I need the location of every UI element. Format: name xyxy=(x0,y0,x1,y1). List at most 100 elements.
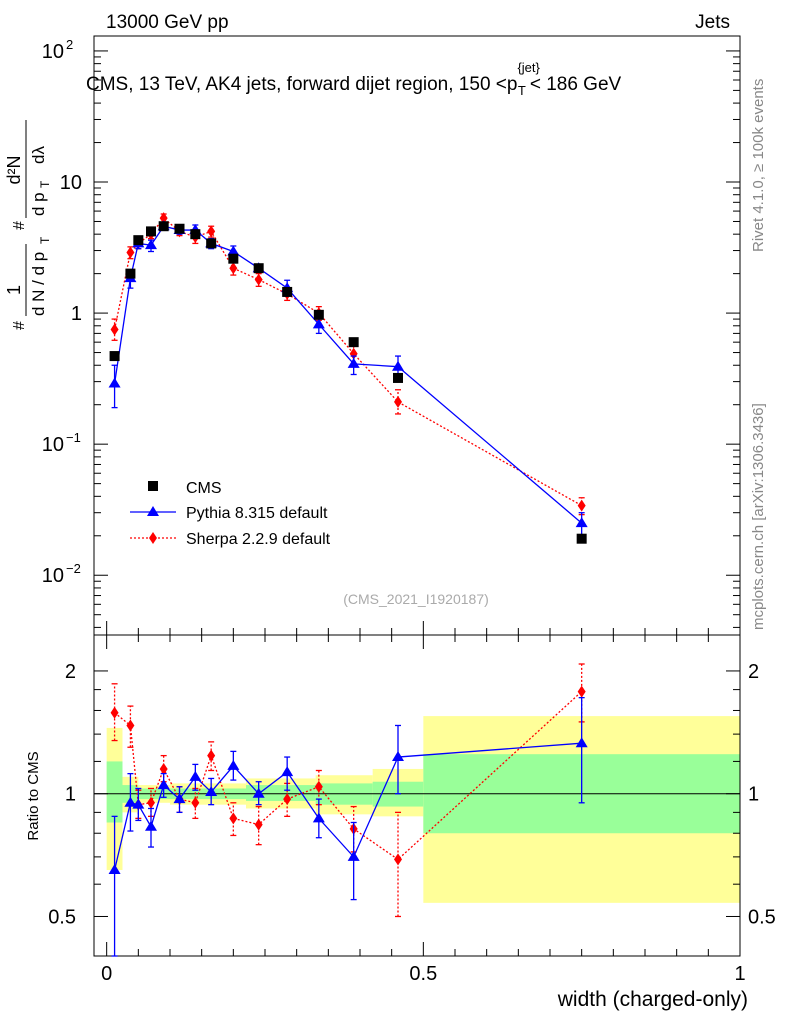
x-tick-label: 1 xyxy=(734,963,745,985)
cms-point xyxy=(174,223,185,234)
legend-item-cms: CMS xyxy=(148,480,222,497)
rivet-version-label: Rivet 4.1.0, ≥ 100k events xyxy=(750,79,767,252)
chart-title-lead: CMS, 13 TeV, AK4 jets, forward dijet reg… xyxy=(86,74,517,95)
legend-pythia-marker xyxy=(147,506,159,516)
cms-point xyxy=(228,253,239,264)
main-y-tick-label: 10 xyxy=(42,41,64,63)
pythia-point xyxy=(227,245,240,256)
ratio-sherpa-point xyxy=(110,706,119,719)
ratio-band-green xyxy=(106,761,123,823)
main-y-tick-label: 10 xyxy=(42,565,64,587)
legend-item-pythia: Pythia 8.315 default xyxy=(130,505,328,522)
ratio-frame xyxy=(93,634,741,957)
chart-title-tail: < 186 GeV xyxy=(530,74,622,95)
legend-item-sherpa: Sherpa 2.2.9 default xyxy=(130,531,331,548)
ratio-y-tick-label-left: 2 xyxy=(65,661,76,683)
sherpa-point xyxy=(159,212,168,225)
ratio-pythia-point xyxy=(124,796,137,807)
cms-point xyxy=(348,337,359,348)
pythia-point xyxy=(145,239,157,250)
main-x-axis-ticks xyxy=(106,621,741,635)
ratio-y-axis: 0.5 0.5 1 1 2 2 xyxy=(48,661,776,929)
ratio-pythia-point xyxy=(157,779,170,790)
sherpa-point xyxy=(207,225,216,238)
legend-cms-label: CMS xyxy=(186,480,222,497)
ratio-pythia-point xyxy=(252,787,265,798)
chart-title-sup: {jet} xyxy=(517,60,540,75)
sherpa-point xyxy=(229,262,238,275)
main-y-tick-label: 10 xyxy=(42,434,64,456)
analysis-watermark: (CMS_2021_I1920187) xyxy=(343,591,489,607)
ylabel-frac2-den: d p xyxy=(29,192,48,216)
ratio-y-tick-label-left: 1 xyxy=(65,784,76,806)
ratio-y-tick-label-right: 2 xyxy=(748,661,759,683)
ratio-pythia-point xyxy=(347,850,360,861)
ratio-pythia-point xyxy=(392,751,404,762)
pythia-point xyxy=(108,377,121,388)
sherpa-point xyxy=(254,273,263,286)
ratio-sherpa-point xyxy=(314,780,323,793)
ylabel-frac1-den: d N / d p xyxy=(29,252,48,316)
cms-point xyxy=(125,268,136,279)
x-tick-label: 0.5 xyxy=(409,963,437,985)
ratio-sherpa-point xyxy=(126,719,135,732)
x-axis-label: width (charged-only) xyxy=(557,988,748,1011)
ratio-uncertainty-bands xyxy=(106,716,740,903)
chart-title-sub: T xyxy=(518,83,526,98)
legend-sherpa-marker xyxy=(149,532,157,544)
main-series-layer xyxy=(108,212,588,544)
pythia-line xyxy=(113,225,583,524)
ratio-sherpa-point xyxy=(191,796,200,809)
pythia-point xyxy=(392,360,404,371)
sherpa-point xyxy=(126,246,135,259)
chart-title: CMS, 13 TeV, AK4 jets, forward dijet reg… xyxy=(86,60,622,98)
ylabel-hash-1: # xyxy=(11,321,28,330)
cms-point xyxy=(313,309,324,320)
pythia-point xyxy=(312,318,325,329)
legend-pythia-label: Pythia 8.315 default xyxy=(186,505,328,522)
sherpa-point xyxy=(577,499,586,512)
ratio-y-tick-label-left: 0.5 xyxy=(48,906,76,928)
cms-point xyxy=(158,221,169,232)
cms-point xyxy=(393,372,403,383)
ratio-sherpa-point xyxy=(207,749,216,762)
ylabel-frac1-num: 1 xyxy=(4,285,24,295)
ratio-sherpa-point xyxy=(147,796,155,809)
cms-point xyxy=(282,286,293,297)
cms-point xyxy=(576,533,587,544)
pythia-point xyxy=(347,357,360,368)
ratio-sherpa-point xyxy=(229,812,238,825)
ratio-sherpa-point xyxy=(577,685,586,698)
cms-point xyxy=(146,226,156,237)
ratio-pythia-point xyxy=(205,785,218,796)
legend-cms-marker xyxy=(148,481,158,491)
legend: CMS Pythia 8.315 default Sherpa 2.2.9 de… xyxy=(130,480,331,548)
cms-point xyxy=(206,238,217,249)
ratio-x-axis: 0 0.5 1 xyxy=(101,635,746,985)
main-y-axis-label: # 1 d N / d p T # d²N d p T dλ xyxy=(4,120,52,330)
cms-point xyxy=(133,235,144,246)
ylabel-hash-2: # xyxy=(11,221,28,230)
ylabel-frac1-sub: T xyxy=(38,236,52,244)
sherpa-point xyxy=(394,395,402,408)
category-label: Jets xyxy=(695,12,730,33)
x-tick-label: 0 xyxy=(101,963,112,985)
ratio-y-tick-label-right: 0.5 xyxy=(748,906,776,928)
legend-sherpa-label: Sherpa 2.2.9 default xyxy=(186,531,331,548)
ratio-pythia-point xyxy=(145,820,157,831)
ratio-sherpa-point xyxy=(394,853,402,866)
pythia-point xyxy=(575,517,588,528)
cms-point xyxy=(253,263,264,274)
ratio-pythia-point xyxy=(173,793,186,804)
cms-point xyxy=(190,229,201,240)
ylabel-frac2-sub: T xyxy=(38,180,52,188)
ylabel-frac2-den2: dλ xyxy=(29,146,48,164)
main-y-tick-exponent: −2 xyxy=(66,561,81,576)
main-y-tick-exponent: −1 xyxy=(66,430,81,445)
ratio-panel: 0.5 0.51 12 2 0 0.5 1 Ratio to CMS width (cha… xyxy=(25,634,776,1011)
main-y-tick-label: 1 xyxy=(71,303,82,325)
main-y-tick-label: 10 xyxy=(60,172,82,194)
